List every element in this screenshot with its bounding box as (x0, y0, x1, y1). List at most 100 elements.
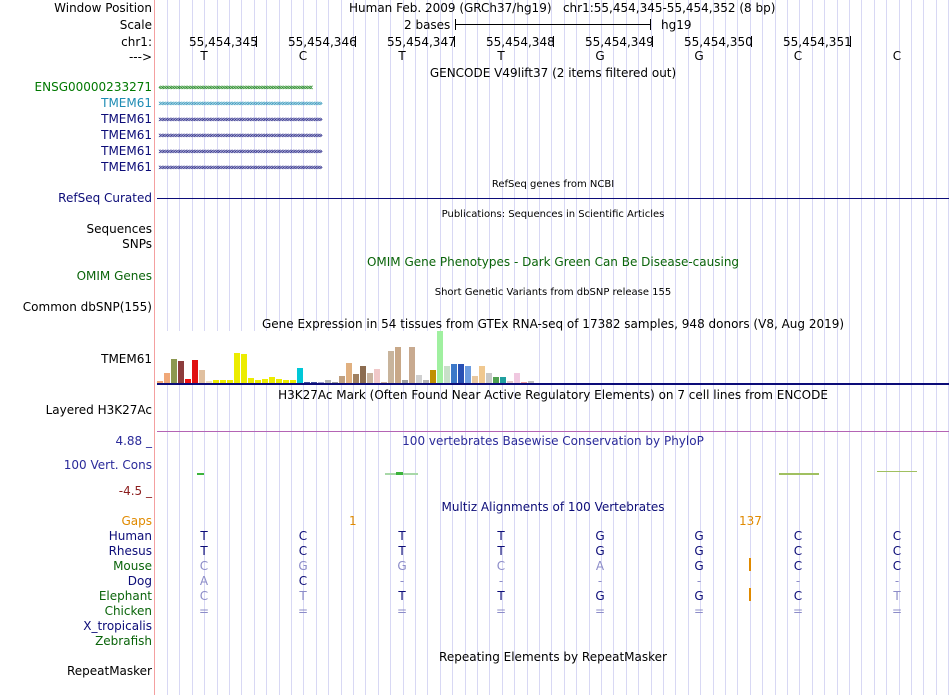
snps-label[interactable]: SNPs (122, 237, 152, 251)
gtex-tissue-bar[interactable] (164, 373, 170, 383)
gtex-tissue-bar[interactable] (486, 373, 492, 383)
gtex-tissue-bar[interactable] (514, 373, 520, 383)
gtex-tissue-bar[interactable] (311, 382, 317, 383)
gencode-track-title[interactable]: GENCODE V49lift37 (2 items filtered out) (429, 66, 677, 80)
dbsnp-track-title[interactable]: Short Genetic Variants from dbSNP releas… (434, 287, 672, 298)
species-label[interactable]: Elephant (98, 589, 152, 603)
gtex-tissue-bar[interactable] (360, 366, 366, 383)
gtex-tissue-bar[interactable] (178, 361, 184, 383)
gtex-tissue-bar[interactable] (227, 380, 233, 383)
gap-count-2[interactable]: 137 (739, 514, 762, 528)
gtex-track-title[interactable]: Gene Expression in 54 tissues from GTEx … (261, 317, 845, 331)
gtex-tissue-bar[interactable] (234, 353, 240, 383)
publications-track-title[interactable]: Publications: Sequences in Scientific Ar… (441, 209, 665, 220)
h3k27ac-track-title[interactable]: H3K27Ac Mark (Often Found Near Active Re… (278, 388, 828, 402)
gtex-tissue-bar[interactable] (430, 370, 436, 383)
repeatmasker-label[interactable]: RepeatMasker (66, 664, 152, 678)
gaps-label[interactable]: Gaps (121, 514, 152, 528)
species-label[interactable]: Dog (127, 574, 152, 588)
gencode-item-label[interactable]: ENSG00000233271 (34, 80, 152, 94)
dbsnp-label[interactable]: Common dbSNP(155) (22, 300, 152, 314)
gtex-tissue-bar[interactable] (367, 373, 373, 383)
gtex-tissue-bar[interactable] (325, 380, 331, 383)
refseq-track-title[interactable]: RefSeq genes from NCBI (491, 179, 615, 190)
gencode-transcript[interactable]: ››››››››››››››››››››››››››››››››››››››››… (158, 132, 323, 140)
gtex-tissue-bar[interactable] (444, 366, 450, 383)
gtex-tissue-bar[interactable] (402, 380, 408, 383)
gencode-transcript[interactable]: ››››››››››››››››››››››››››››››››››››››››… (158, 100, 323, 108)
gencode-item-label[interactable]: TMEM61 (101, 128, 152, 142)
species-label[interactable]: X_tropicalis (83, 619, 152, 633)
gencode-item-label[interactable]: TMEM61 (101, 96, 152, 110)
species-label[interactable]: Rhesus (108, 544, 152, 558)
gtex-tissue-bar[interactable] (395, 347, 401, 383)
gtex-tissue-bar[interactable] (381, 382, 387, 383)
gtex-tissue-bar[interactable] (472, 376, 478, 383)
gtex-tissue-bar[interactable] (304, 382, 310, 383)
species-label[interactable]: Zebrafish (95, 634, 152, 648)
window-position-value[interactable]: Human Feb. 2009 (GRCh37/hg19) chr1:55,45… (349, 1, 776, 15)
gap-count-1[interactable]: 1 (349, 514, 357, 528)
gtex-tissue-bar[interactable] (507, 381, 513, 383)
gtex-tissue-bar[interactable] (269, 377, 275, 383)
gtex-tissue-bar[interactable] (192, 360, 198, 383)
gtex-tissue-bar[interactable] (465, 366, 471, 383)
gtex-tissue-bar[interactable] (528, 381, 534, 383)
species-label[interactable]: Human (108, 529, 152, 543)
gencode-item-label[interactable]: TMEM61 (101, 160, 152, 174)
gtex-label[interactable]: TMEM61 (101, 352, 152, 366)
gtex-tissue-bar[interactable] (157, 381, 163, 383)
gtex-tissue-bar[interactable] (318, 382, 324, 383)
gtex-tissue-bar[interactable] (199, 370, 205, 383)
gtex-tissue-bar[interactable] (248, 378, 254, 383)
omim-track-title[interactable]: OMIM Gene Phenotypes - Dark Green Can Be… (366, 255, 740, 269)
gtex-tissue-bar[interactable] (451, 364, 457, 383)
multiz-track-title[interactable]: Multiz Alignments of 100 Vertebrates (441, 500, 665, 514)
gtex-tissue-bar[interactable] (339, 376, 345, 383)
gencode-item-label[interactable]: TMEM61 (101, 144, 152, 158)
gtex-tissue-bar[interactable] (297, 368, 303, 383)
gtex-tissue-bar[interactable] (374, 369, 380, 383)
cons-label[interactable]: 100 Vert. Cons (63, 458, 152, 472)
gtex-tissue-bar[interactable] (458, 364, 464, 383)
gencode-transcript[interactable]: ››››››››››››››››››››››››››››››››››››››››… (158, 164, 323, 172)
gtex-tissue-bar[interactable] (353, 374, 359, 383)
species-label[interactable]: Mouse (113, 559, 152, 573)
repeatmasker-track-title[interactable]: Repeating Elements by RepeatMasker (439, 650, 667, 664)
omim-label[interactable]: OMIM Genes (76, 269, 152, 283)
gencode-transcript[interactable]: ››››››››››››››››››››››››››››››››››››››››… (158, 116, 323, 124)
gtex-tissue-bar[interactable] (283, 380, 289, 383)
gtex-tissue-bar[interactable] (213, 380, 219, 383)
gtex-tissue-bar[interactable] (346, 363, 352, 383)
gtex-tissue-bar[interactable] (437, 331, 443, 383)
gtex-tissue-bar[interactable] (171, 359, 177, 383)
gtex-tissue-bar[interactable] (423, 380, 429, 383)
refseq-gene-line[interactable] (157, 198, 949, 199)
gtex-tissue-bar[interactable] (255, 380, 261, 383)
gtex-tissue-bar[interactable] (276, 379, 282, 383)
species-label[interactable]: Chicken (104, 604, 152, 618)
gtex-tissue-bar[interactable] (220, 380, 226, 383)
cons-track-title[interactable]: 100 vertebrates Basewise Conservation by… (402, 434, 704, 448)
gtex-tissue-bar[interactable] (416, 375, 422, 383)
gtex-tissue-bar[interactable] (185, 379, 191, 383)
gtex-tissue-bar[interactable] (493, 377, 499, 383)
gtex-tissue-bar[interactable] (388, 351, 394, 383)
gencode-transcript[interactable]: ››››››››››››››››››››››››››››››››››››››››… (158, 148, 323, 156)
gtex-tissue-bar[interactable] (500, 377, 506, 383)
sequences-label[interactable]: Sequences (86, 222, 152, 236)
h3k27ac-label[interactable]: Layered H3K27Ac (45, 403, 152, 417)
aligned-base: G (595, 529, 605, 543)
gencode-transcript[interactable]: ‹‹‹‹‹‹‹‹‹‹‹‹‹‹‹‹‹‹‹‹‹‹‹‹‹‹‹‹‹‹‹‹‹‹‹‹‹‹‹‹… (158, 84, 314, 92)
gtex-tissue-bar[interactable] (521, 382, 527, 383)
gtex-tissue-bar[interactable] (479, 366, 485, 383)
gtex-tissue-bar[interactable] (290, 380, 296, 383)
gencode-item-label[interactable]: TMEM61 (101, 112, 152, 126)
refseq-label[interactable]: RefSeq Curated (58, 191, 152, 205)
gtex-tissue-bar[interactable] (409, 347, 415, 383)
gtex-bar-chart[interactable] (157, 331, 537, 383)
gtex-tissue-bar[interactable] (262, 379, 268, 383)
gtex-tissue-bar[interactable] (206, 381, 212, 383)
gtex-tissue-bar[interactable] (241, 354, 247, 383)
gtex-tissue-bar[interactable] (332, 382, 338, 383)
